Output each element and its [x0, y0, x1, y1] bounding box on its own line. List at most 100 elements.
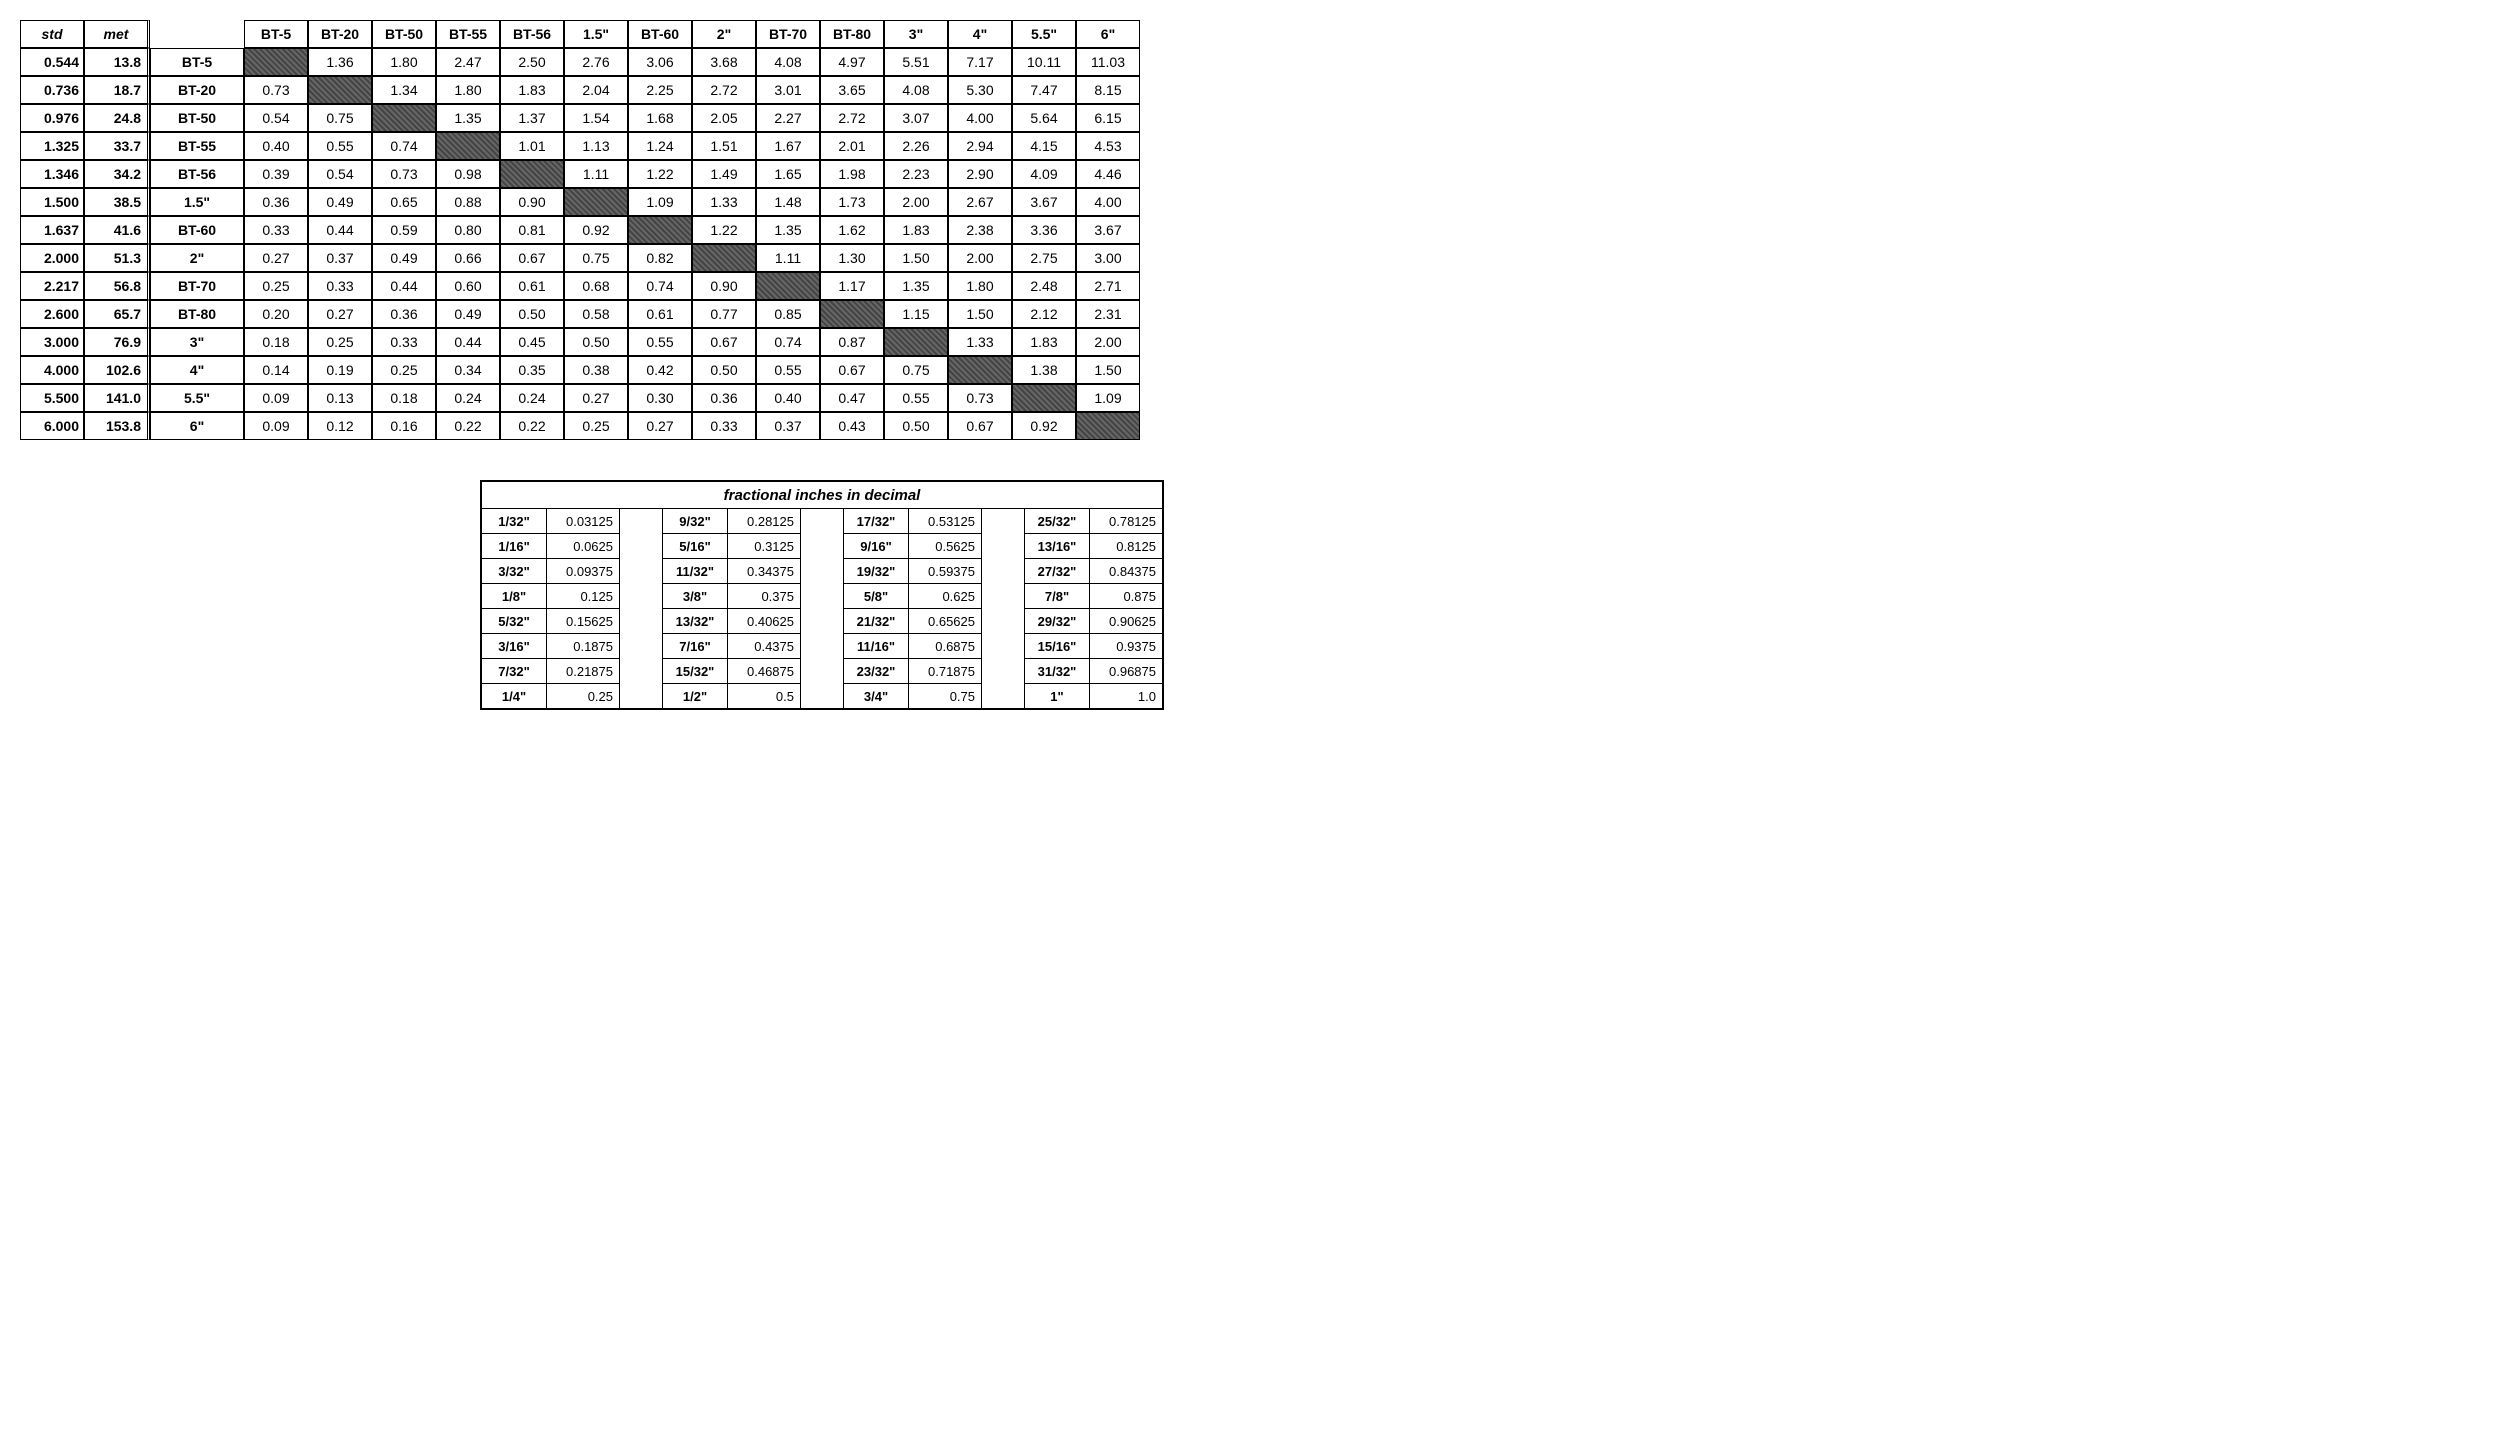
ratio-cell: 0.44 — [372, 272, 436, 300]
ratio-cell: 0.67 — [692, 328, 756, 356]
fraction-label: 25/32" — [1025, 509, 1090, 534]
met-value: 18.7 — [84, 76, 150, 104]
fraction-label: 31/32" — [1025, 659, 1090, 684]
table-row: 1.63741.6BT-600.330.440.590.800.810.921.… — [20, 216, 1140, 244]
fraction-label: 1/32" — [481, 509, 547, 534]
ratio-cell: 4.46 — [1076, 160, 1140, 188]
ratio-cell: 1.73 — [820, 188, 884, 216]
ratio-cell: 0.39 — [244, 160, 308, 188]
diagonal-cell — [756, 272, 820, 300]
row-label: 4" — [150, 356, 244, 384]
ratio-cell: 0.80 — [436, 216, 500, 244]
ratio-cell: 0.24 — [500, 384, 564, 412]
header-col: 3" — [884, 20, 948, 48]
ratio-cell: 2.38 — [948, 216, 1012, 244]
fraction-decimal: 0.0625 — [547, 534, 620, 559]
ratio-cell: 0.33 — [244, 216, 308, 244]
ratio-cell: 7.47 — [1012, 76, 1076, 104]
ratio-cell: 0.54 — [308, 160, 372, 188]
header-col: BT-5 — [244, 20, 308, 48]
fraction-decimal: 0.03125 — [547, 509, 620, 534]
table-row: 2.60065.7BT-800.200.270.360.490.500.580.… — [20, 300, 1140, 328]
ratio-cell: 0.22 — [436, 412, 500, 440]
fraction-label: 5/8" — [844, 584, 909, 609]
diagonal-cell — [308, 76, 372, 104]
ratio-cell: 0.50 — [564, 328, 628, 356]
ratio-cell: 0.65 — [372, 188, 436, 216]
table-row: 2.00051.32"0.270.370.490.660.670.750.821… — [20, 244, 1140, 272]
ratio-cell: 1.13 — [564, 132, 628, 160]
ratio-cell: 4.08 — [884, 76, 948, 104]
ratio-cell: 0.09 — [244, 384, 308, 412]
header-col: BT-20 — [308, 20, 372, 48]
header-empty — [150, 20, 244, 48]
ratio-cell: 7.17 — [948, 48, 1012, 76]
diagonal-cell — [244, 48, 308, 76]
std-value: 1.500 — [20, 188, 84, 216]
fraction-decimal: 0.40625 — [728, 609, 801, 634]
column-gap — [982, 509, 1025, 534]
ratio-cell: 0.75 — [564, 244, 628, 272]
std-value: 0.976 — [20, 104, 84, 132]
ratio-cell: 0.73 — [244, 76, 308, 104]
met-value: 102.6 — [84, 356, 150, 384]
ratio-cell: 0.33 — [372, 328, 436, 356]
ratio-cell: 1.80 — [436, 76, 500, 104]
ratio-cell: 0.45 — [500, 328, 564, 356]
ratio-cell: 0.25 — [564, 412, 628, 440]
header-col: 1.5" — [564, 20, 628, 48]
ratio-cell: 3.68 — [692, 48, 756, 76]
ratio-cell: 0.74 — [628, 272, 692, 300]
column-gap — [982, 684, 1025, 710]
ratio-cell: 0.27 — [628, 412, 692, 440]
ratio-cell: 0.81 — [500, 216, 564, 244]
std-value: 4.000 — [20, 356, 84, 384]
ratio-cell: 0.61 — [628, 300, 692, 328]
header-col: BT-50 — [372, 20, 436, 48]
column-gap — [801, 584, 844, 609]
fraction-decimal: 0.90625 — [1090, 609, 1164, 634]
ratio-cell: 0.66 — [436, 244, 500, 272]
met-value: 33.7 — [84, 132, 150, 160]
fraction-decimal: 0.65625 — [909, 609, 982, 634]
diagonal-cell — [436, 132, 500, 160]
row-label: BT-80 — [150, 300, 244, 328]
ratio-cell: 0.27 — [244, 244, 308, 272]
ratio-cell: 0.18 — [244, 328, 308, 356]
ratio-cell: 0.67 — [500, 244, 564, 272]
ratio-cell: 2.26 — [884, 132, 948, 160]
ratio-cell: 2.23 — [884, 160, 948, 188]
column-gap — [620, 509, 663, 534]
ratio-cell: 1.36 — [308, 48, 372, 76]
ratio-cell: 1.48 — [756, 188, 820, 216]
table-row: 4.000102.64"0.140.190.250.340.350.380.42… — [20, 356, 1140, 384]
fractions-title: fractional inches in decimal — [481, 481, 1163, 509]
ratio-cell: 3.07 — [884, 104, 948, 132]
header-col: 2" — [692, 20, 756, 48]
column-gap — [982, 659, 1025, 684]
ratio-cell: 3.00 — [1076, 244, 1140, 272]
table-row: 0.97624.8BT-500.540.751.351.371.541.682.… — [20, 104, 1140, 132]
fraction-label: 15/16" — [1025, 634, 1090, 659]
met-value: 153.8 — [84, 412, 150, 440]
fraction-decimal: 0.75 — [909, 684, 982, 710]
diagonal-cell — [1012, 384, 1076, 412]
ratio-cell: 3.36 — [1012, 216, 1076, 244]
ratio-cell: 0.49 — [372, 244, 436, 272]
diagonal-cell — [372, 104, 436, 132]
ratio-cell: 0.44 — [308, 216, 372, 244]
fraction-label: 3/8" — [663, 584, 728, 609]
met-value: 56.8 — [84, 272, 150, 300]
table-row: 2.21756.8BT-700.250.330.440.600.610.680.… — [20, 272, 1140, 300]
table-row: 1.32533.7BT-550.400.550.741.011.131.241.… — [20, 132, 1140, 160]
ratio-cell: 2.12 — [1012, 300, 1076, 328]
fraction-decimal: 0.21875 — [547, 659, 620, 684]
ratio-cell: 0.49 — [436, 300, 500, 328]
std-value: 2.000 — [20, 244, 84, 272]
fraction-decimal: 0.8125 — [1090, 534, 1164, 559]
header-col: BT-55 — [436, 20, 500, 48]
met-value: 41.6 — [84, 216, 150, 244]
header-col: BT-70 — [756, 20, 820, 48]
ratio-cell: 0.74 — [372, 132, 436, 160]
ratio-cell: 0.42 — [628, 356, 692, 384]
